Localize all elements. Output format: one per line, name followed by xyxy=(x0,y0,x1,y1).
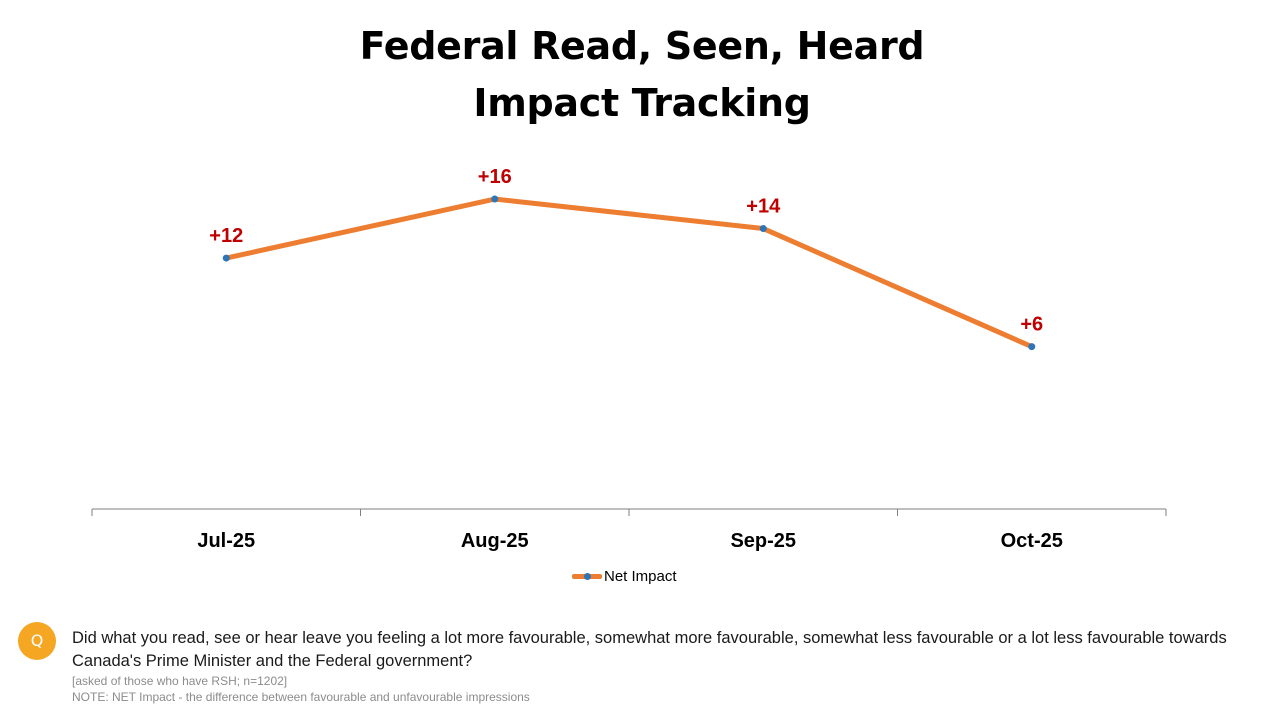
data-point xyxy=(759,225,767,233)
x-tick-label: Jul-25 xyxy=(197,530,255,552)
series-line-net-impact xyxy=(223,196,1035,350)
title-line-2: Impact Tracking xyxy=(473,81,811,125)
legend-label: Net Impact xyxy=(604,567,677,585)
data-label: +12 xyxy=(209,225,243,247)
question-text: Did what you read, see or hear leave you… xyxy=(72,629,1227,670)
data-label: +16 xyxy=(478,166,512,188)
data-label: +6 xyxy=(1020,314,1043,336)
chart-title: Federal Read, Seen, Heard Impact Trackin… xyxy=(0,18,1280,132)
data-point xyxy=(1028,343,1036,351)
data-point xyxy=(491,195,499,203)
x-tick-label: Oct-25 xyxy=(1001,530,1063,552)
line-chart: Jul-25 Aug-25 Sep-25 Oct-25 +12 +16 +14 +6 xyxy=(91,166,1167,552)
title-line-1: Federal Read, Seen, Heard xyxy=(359,24,925,68)
definition-note: NOTE: NET Impact - the difference betwee… xyxy=(72,690,530,704)
data-label: +14 xyxy=(746,196,781,218)
data-point xyxy=(222,254,230,262)
x-tick-label: Aug-25 xyxy=(461,530,529,552)
question-badge: Q xyxy=(18,622,56,660)
sample-note: [asked of those who have RSH; n=1202] xyxy=(72,674,288,688)
x-tick-label: Sep-25 xyxy=(730,530,796,552)
legend: Net Impact xyxy=(570,566,677,586)
legend-swatch xyxy=(570,566,602,586)
